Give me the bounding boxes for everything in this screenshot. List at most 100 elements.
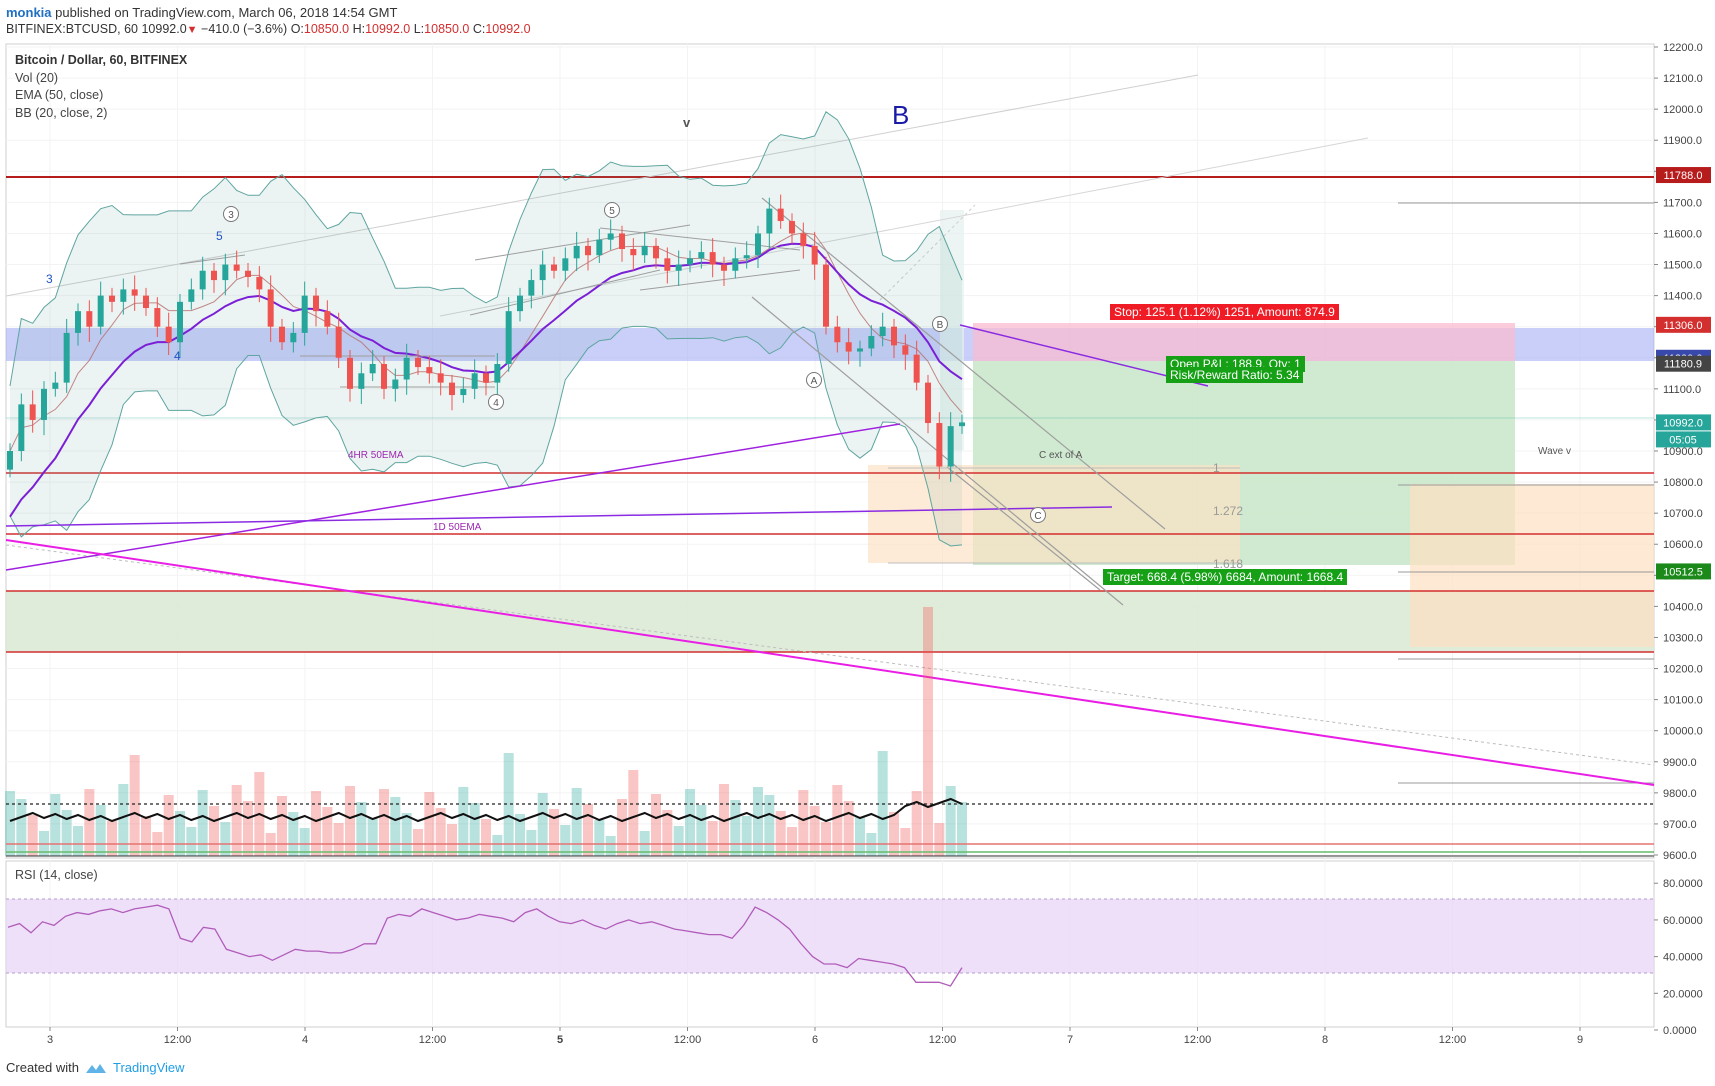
- volume-bar: [379, 789, 389, 856]
- candle-body: [256, 276, 263, 290]
- time-tick-label: 5: [557, 1034, 563, 1046]
- candle-body: [131, 289, 138, 296]
- candle-body: [925, 382, 931, 424]
- volume-bar: [843, 801, 854, 856]
- volume-bar: [333, 823, 344, 856]
- volume-bar: [163, 795, 174, 856]
- volume-bar: [447, 824, 457, 856]
- price-tick-label: 11900.0: [1663, 135, 1702, 147]
- ema-4h-label[interactable]: 4HR 50EMA: [348, 450, 404, 461]
- candle-body: [845, 342, 852, 352]
- candle-body: [415, 357, 421, 368]
- legend-title[interactable]: Bitcoin / Dollar, 60, BITFINEX: [15, 53, 188, 67]
- wave-B-label[interactable]: B: [892, 100, 909, 130]
- rsi-legend[interactable]: RSI (14, close): [15, 868, 98, 882]
- close-value: 10992.0: [485, 22, 531, 36]
- candle-body: [267, 289, 274, 327]
- time-tick-label: 4: [302, 1034, 308, 1046]
- legend-bb[interactable]: BB (20, close, 2): [15, 105, 108, 120]
- candle-body: [97, 295, 104, 327]
- circle-4-marker[interactable]: 4: [488, 394, 504, 410]
- candle-body: [75, 311, 81, 333]
- time-axis[interactable]: 3 12:00 4 12:00 5 12:00 6 12:00 7 12:00 8 12:00 9: [47, 1027, 1583, 1046]
- circle-A-marker[interactable]: A: [806, 372, 822, 388]
- circle-C-marker[interactable]: C: [1030, 507, 1046, 523]
- candle-body: [505, 311, 512, 364]
- volume-bar: [923, 607, 933, 856]
- demand-zone: [6, 591, 1654, 652]
- candle-body: [562, 258, 569, 271]
- symbol-ohlc-line: BITFINEX:BTCUSD, 60 10992.0▼ −410.0 (−3.…: [6, 22, 531, 36]
- candle-body: [653, 245, 659, 259]
- wave-4-label[interactable]: 4: [174, 349, 181, 363]
- rsi-tick-label: 60.0000: [1663, 915, 1703, 927]
- volume-bar: [594, 820, 605, 856]
- candle-body: [290, 332, 297, 343]
- time-tick-label: 12:00: [674, 1034, 702, 1046]
- wave-3-label[interactable]: 3: [46, 272, 53, 286]
- volume-bar: [277, 796, 287, 856]
- risk-reward-label[interactable]: Risk/Reward Ratio: 5.34: [1166, 367, 1304, 383]
- stop-label[interactable]: Stop: 125.1 (1.12%) 1251, Amount: 874.9: [1110, 304, 1339, 320]
- candle-body: [936, 423, 943, 467]
- candle-body: [109, 295, 115, 302]
- volume-bar: [537, 793, 548, 856]
- low-value: 10850.0: [424, 22, 470, 36]
- tradingview-link[interactable]: TradingView: [112, 1060, 185, 1075]
- price-axis[interactable]: 12200.012100.012000.011900.011800.011700…: [1654, 42, 1703, 862]
- circle-C-text: C: [1034, 511, 1041, 522]
- high-value: 10992.0: [365, 22, 411, 36]
- candle-body: [823, 264, 829, 327]
- c-ext-label[interactable]: C ext of A: [1039, 450, 1083, 461]
- fib-1272-label: 1.272: [1213, 504, 1243, 518]
- candlesticks[interactable]: [7, 194, 965, 482]
- high-label: H:: [352, 22, 366, 36]
- candle-body: [573, 245, 580, 259]
- volume-bar: [458, 787, 469, 856]
- price-tags: 11788.011306.011200.011180.910992.005:05…: [1656, 167, 1711, 580]
- rsi-tick-label: 20.0000: [1663, 988, 1703, 1000]
- projection-dashed: [879, 204, 976, 301]
- wave-5-label[interactable]: 5: [216, 229, 223, 243]
- target-label[interactable]: Target: 668.4 (5.98%) 6684, Amount: 1668…: [1103, 569, 1348, 585]
- footer: Created with TradingView: [6, 1060, 185, 1075]
- candle-body: [687, 258, 693, 265]
- fib-box: [868, 465, 1240, 563]
- ema-1d-label[interactable]: 1D 50EMA: [433, 522, 482, 533]
- wave-v-right-label[interactable]: Wave v: [1538, 446, 1571, 457]
- volume-bar: [945, 786, 956, 856]
- legend-vol[interactable]: Vol (20): [15, 70, 59, 85]
- volume-bar: [345, 786, 355, 856]
- candle-body: [381, 363, 387, 389]
- candle-body: [721, 264, 727, 271]
- circle-B-marker[interactable]: B: [932, 316, 948, 332]
- magenta-trend-line[interactable]: [5, 539, 1655, 786]
- price-tag-label: 11306.0: [1664, 320, 1703, 332]
- ema-4h-line[interactable]: [5, 423, 901, 571]
- symbol-text: BITFINEX:BTCUSD, 60: [6, 22, 138, 36]
- circle-5-marker[interactable]: 5: [604, 202, 620, 218]
- volume-bar: [900, 828, 911, 856]
- price-change: −410.0 (−3.6%): [201, 22, 288, 36]
- volume-bar: [560, 825, 571, 856]
- volume-bar: [685, 789, 695, 856]
- ema-1d-line[interactable]: [5, 506, 1113, 527]
- channel-line-1: [761, 197, 1166, 530]
- volume-bar: [299, 828, 310, 856]
- volume-bar: [469, 803, 480, 856]
- candle-body: [177, 301, 183, 343]
- volume-bar: [673, 826, 684, 856]
- candle-body: [211, 270, 217, 281]
- candle-body: [630, 249, 637, 256]
- volume-bar: [492, 835, 503, 856]
- circle-3-marker[interactable]: 3: [223, 206, 239, 222]
- rsi-axis[interactable]: 80.0000 60.0000 40.0000 20.0000 0.0000: [1654, 878, 1703, 1037]
- legend-ema[interactable]: EMA (50, close): [15, 88, 104, 102]
- wave-v-label[interactable]: v: [683, 115, 691, 130]
- volume-bar: [231, 785, 242, 856]
- upper-channel-line: [5, 74, 1199, 297]
- candle-body: [913, 354, 920, 383]
- volume-bar: [526, 830, 537, 856]
- author-link[interactable]: monkia: [6, 5, 52, 20]
